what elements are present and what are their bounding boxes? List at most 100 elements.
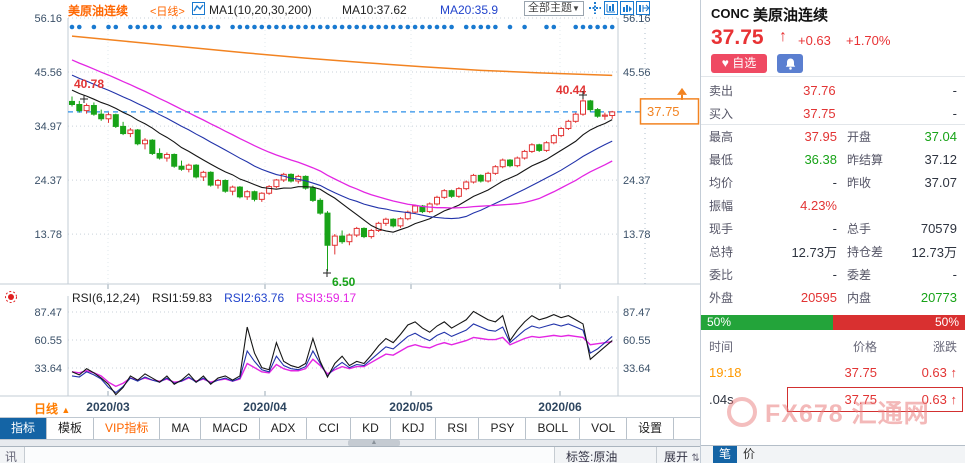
period-selector[interactable]: 日线 ▲ — [34, 402, 71, 416]
scrollbar-thumb[interactable]: ▲ — [348, 439, 400, 446]
indicator-tab-指标[interactable]: 指标 — [0, 418, 48, 439]
svg-text:40.44: 40.44 — [556, 83, 586, 97]
tag-label: 标签:原油 — [566, 450, 618, 463]
expand-button[interactable]: 展开 ⇅ — [664, 450, 700, 463]
field-label: 买入 — [709, 106, 734, 121]
indicator-tab-KDJ[interactable]: KDJ — [391, 418, 437, 439]
field-value: - — [832, 267, 837, 282]
field-value: 37.76 — [803, 83, 836, 98]
symbol-title: 美原油连续 — [68, 4, 129, 18]
chevron-down-icon: ▼ — [572, 4, 580, 13]
chart-titlebar: 美原油连续 <日线> MA1(10,20,30,200) MA10:37.62 … — [0, 0, 700, 18]
rsi2-value: RSI2:63.76 — [224, 291, 285, 305]
field-label: 最低 — [709, 153, 734, 167]
svg-text:40.78: 40.78 — [74, 77, 104, 91]
symbol-code: CONC — [711, 6, 750, 21]
indicator-tab-BOLL[interactable]: BOLL — [526, 418, 581, 439]
pan-chart-icon[interactable] — [620, 1, 634, 15]
svg-text:33.64: 33.64 — [623, 363, 651, 375]
indicator-tab-VOL[interactable]: VOL — [580, 418, 628, 439]
buy-sell-ratio-bar: 50% 50% — [701, 315, 965, 330]
quote-row-均价: 均价 - 昨收 37.07 — [701, 171, 965, 194]
indicator-tab-CCI[interactable]: CCI — [307, 418, 352, 439]
field-value: 36.38 — [804, 152, 837, 167]
quote-tab-价[interactable]: 价 — [742, 447, 755, 461]
field-label: 昨结算 — [847, 153, 884, 167]
export-chart-icon[interactable] — [636, 1, 650, 15]
crosshair-tool-icon[interactable] — [588, 1, 602, 15]
news-label[interactable]: 讯 — [5, 450, 18, 463]
triangle-up-icon: ▲ — [61, 405, 71, 415]
field-label: 均价 — [709, 176, 734, 190]
field-label: 总持 — [709, 245, 734, 259]
indicator-tab-ADX[interactable]: ADX — [260, 418, 308, 439]
rsi-indicator-chart[interactable]: 87.47 87.47 60.55 60.55 33.64 33.64 — [0, 290, 700, 398]
field-value: - — [952, 267, 957, 282]
field-value: 37.07 — [924, 175, 957, 190]
buy-ratio: 50% — [701, 315, 833, 330]
indicator-tab-RSI[interactable]: RSI — [436, 418, 480, 439]
field-label: 委差 — [847, 268, 872, 282]
add-favorite-button[interactable]: ♥ 自选 — [711, 54, 767, 73]
time-sales-row: .04s 37.75 0.63 ↑ — [701, 386, 965, 413]
highlight-box — [787, 387, 963, 412]
field-value: 37.04 — [924, 129, 957, 144]
rsi1-value: RSI1:59.83 — [152, 291, 213, 305]
svg-text:60.55: 60.55 — [34, 335, 62, 347]
svg-text:56.16: 56.16 — [623, 13, 651, 25]
chart-area: 美原油连续 <日线> MA1(10,20,30,200) MA10:37.62 … — [0, 0, 700, 463]
quote-rows: 卖出 37.76 - 买入 37.75 - 最高 37.95 开盘 37.04 最低 36.38 昨结算… — [701, 77, 965, 309]
field-label: 委比 — [709, 268, 734, 282]
theme-dropdown[interactable]: 全部主题▼ — [524, 1, 584, 16]
ma-legend-group: MA1(10,20,30,200) — [209, 3, 312, 17]
alert-bell-button[interactable] — [777, 54, 803, 73]
indicator-tab-KD[interactable]: KD — [351, 418, 391, 439]
svg-text:6.50: 6.50 — [332, 275, 356, 289]
field-value: 4.23% — [800, 198, 837, 213]
period-indicator[interactable]: <日线> — [150, 6, 185, 18]
svg-text:87.47: 87.47 — [623, 307, 651, 319]
field-label: 开盘 — [847, 130, 872, 144]
svg-text:13.78: 13.78 — [34, 229, 62, 241]
svg-text:24.37: 24.37 — [623, 175, 651, 187]
rsi-params-label: RSI(6,12,24) — [72, 291, 141, 305]
horizontal-scrollbar[interactable]: ▲ — [0, 439, 700, 446]
status-bar: 讯 标签:原油 展开 ⇅ — [0, 446, 700, 463]
chart-type-icon — [192, 2, 205, 18]
field-value: - — [952, 83, 957, 98]
bell-icon — [785, 58, 795, 70]
svg-text:37.75: 37.75 — [647, 104, 680, 119]
indicator-tab-PSY[interactable]: PSY — [479, 418, 527, 439]
field-value: 12.73万 — [911, 245, 957, 260]
rsi3-value: RSI3:59.17 — [296, 291, 357, 305]
ts-col-header: 时间 — [709, 340, 734, 354]
heart-icon: ♥ — [721, 56, 729, 70]
indicator-tab-模板[interactable]: 模板 — [47, 418, 95, 439]
field-label: 持仓差 — [847, 245, 884, 259]
indicator-tabs: 指标 模板 VIP指标 MA MACD ADX CCI KD KDJ RSI PSY BOLL VOL 设… — [0, 417, 700, 440]
price-change-pct: +1.70% — [846, 33, 891, 48]
price-change: +0.63 — [798, 33, 831, 48]
field-value: 20595 — [800, 290, 837, 305]
sell-ratio: 50% — [833, 315, 965, 330]
month-label: 2020/06 — [538, 400, 582, 414]
time-sales-header: 时间 价格 涨跌 — [701, 334, 965, 359]
month-label: 2020/04 — [243, 400, 287, 414]
quote-tab-笔[interactable]: 笔 — [713, 446, 737, 463]
fit-chart-icon[interactable] — [604, 1, 618, 15]
price-up-arrow-icon: ↑ — [779, 28, 787, 45]
main-price-chart[interactable]: 56.16 45.56 34.97 24.37 13.78 56.16 45.56 24.37… — [0, 10, 700, 290]
quote-header: CONC 美原油连续 37.75 ↑ +0.63 +1.70% ♥ 自选 — [701, 0, 965, 77]
indicator-tab-VIP指标[interactable]: VIP指标 — [94, 418, 161, 439]
field-value: 37.95 — [804, 129, 837, 144]
rsi-header: RSI(6,12,24) RSI1:59.83 RSI2:63.76 RSI3:59.… — [72, 291, 368, 305]
indicator-tab-MACD[interactable]: MACD — [201, 418, 260, 439]
alert-radar-icon[interactable] — [4, 290, 18, 309]
field-value: 37.12 — [924, 152, 957, 167]
ts-col-header: 价格 — [852, 340, 877, 354]
field-value: - — [832, 221, 837, 236]
indicator-tab-MA[interactable]: MA — [160, 418, 202, 439]
expand-arrows-icon: ⇅ — [691, 453, 700, 463]
indicator-tab-设置[interactable]: 设置 — [627, 418, 675, 439]
